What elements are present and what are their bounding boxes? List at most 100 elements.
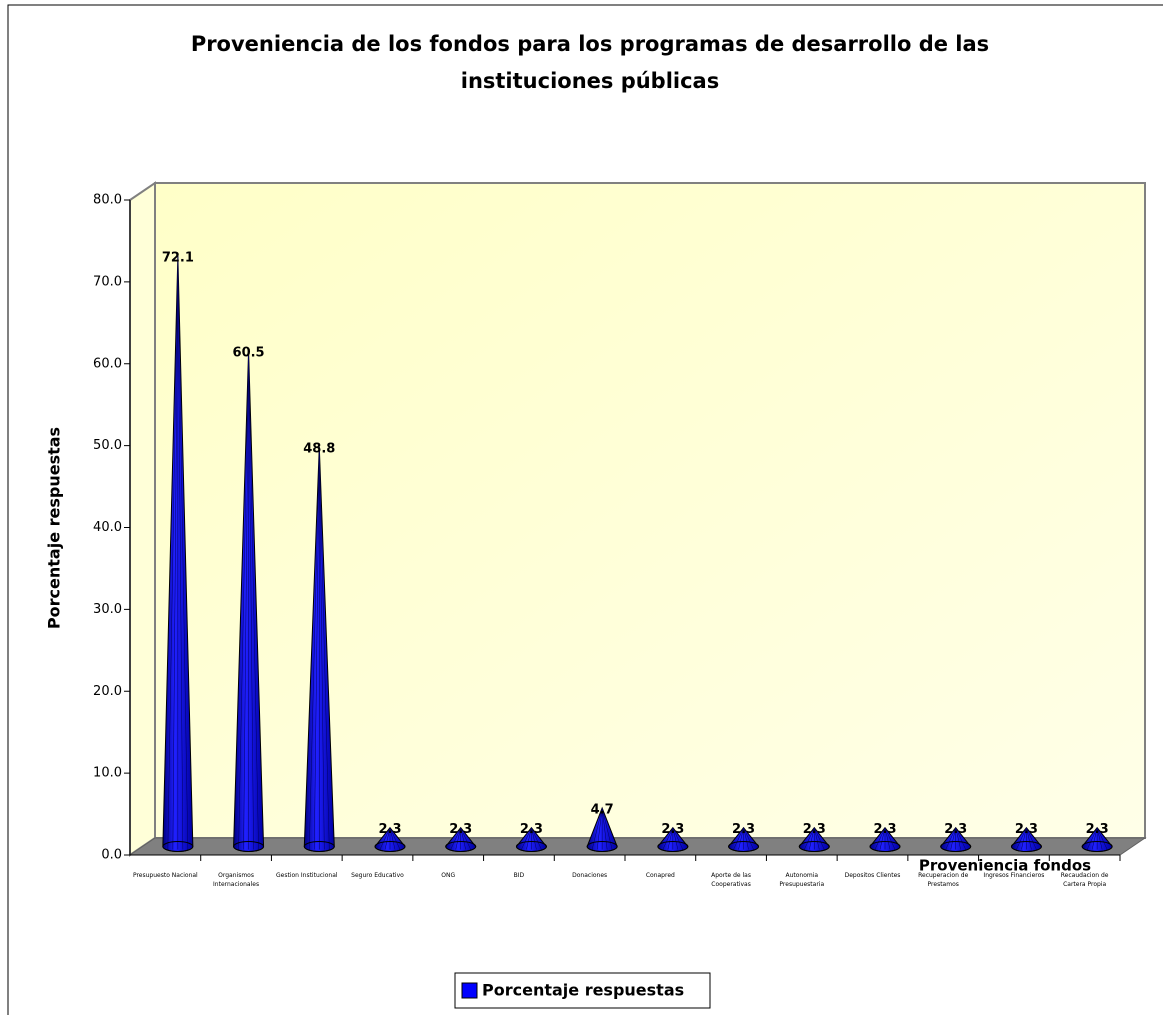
cone-stripe [248,351,254,850]
y-tick-label: 20.0 [93,684,122,699]
x-tick-label: Donaciones [572,872,608,879]
y-axis-label: Porcentaje respuestas [45,427,64,629]
cone-stripe [950,827,956,850]
cone-stripe [743,827,749,850]
data-label: 2.3 [803,822,826,837]
data-label: 2.3 [449,822,472,837]
cone-stripe [238,351,249,850]
cone-stripe [177,256,184,850]
cone-base [657,841,689,852]
cone-base [798,841,830,852]
y-tick-label: 50.0 [93,438,122,453]
cone-base [1081,841,1113,852]
cone-stripe [743,827,754,850]
cone-stripe [531,827,537,850]
x-axis-label: Proveniencia fondos [919,857,1091,875]
cone-stripe [531,827,542,850]
cone-stripe [804,827,815,850]
x-tick-label: Depositos Clientes [844,872,901,879]
data-label: 2.3 [732,822,755,837]
cone-stripe [526,827,532,850]
cone-stripe [460,827,471,850]
cone-stripe [662,827,674,850]
x-tick-label: Seguro Educativo [351,872,404,879]
cone-stripe [314,446,320,850]
cone-stripe [1026,827,1032,850]
y-tick-label: 0.0 [101,848,122,863]
x-tick-label: Recuperacion de Prestamos [918,872,969,888]
cone-stripe [672,827,684,850]
data-label: 2.3 [378,822,401,837]
x-tick-label: Recaudacion de Cartera Propia [1060,872,1109,888]
cone-stripe [379,827,391,850]
data-label: 2.3 [1086,822,1109,837]
cone-stripe [874,827,886,850]
data-label: 72.1 [162,251,194,266]
data-label: 2.3 [944,822,967,837]
data-label: 2.3 [661,822,684,837]
back-wall [154,182,1146,839]
cone-stripe [389,827,401,850]
chart-title: Proveniencia de los fondos para los prog… [191,32,989,56]
cone-stripe [167,256,179,850]
cone-stripe [319,446,330,850]
cone-stripe [384,827,391,850]
cone-stripe [738,827,744,850]
cone-stripe [884,827,896,850]
cone-base [162,841,194,852]
cone-base [1010,841,1042,852]
cone-stripe [1096,827,1108,850]
x-tick-label: Organismos Internacionales [213,872,260,888]
x-tick-label: BID [513,872,525,879]
legend-label: Porcentaje respuestas [482,981,684,1000]
x-tick-label: Aporte de las Cooperativas [711,872,751,888]
y-tick-label: 40.0 [93,520,122,535]
cone-stripe [814,827,820,850]
cone-stripe [596,807,603,850]
y-tick-label: 70.0 [93,274,122,289]
cone-stripe [455,827,461,850]
cone-stripe [389,827,396,850]
cone-stripe [667,827,674,850]
cone-base [515,841,547,852]
cone-stripe [521,827,532,850]
cone-stripe [1096,827,1103,850]
data-label: 2.3 [873,822,896,837]
data-label: 60.5 [233,346,265,361]
legend-swatch [461,982,478,999]
data-label: 48.8 [303,441,335,456]
cone-stripe [814,827,825,850]
y-tick-label: 10.0 [93,766,122,781]
cone-stripe [1086,827,1098,850]
data-label: 4.7 [591,803,614,818]
cone-stripe [884,827,891,850]
x-tick-label: ONG [441,872,456,879]
frame [7,4,1163,1015]
cone-stripe [879,827,886,850]
cone-stripe [945,827,956,850]
cone-stripe [243,351,249,850]
floor [128,837,1147,856]
cone-stripe [809,827,815,850]
cone-base [728,841,760,852]
x-tick-label: Autonomia Presupuestaria [779,872,825,888]
y-tick-label: 30.0 [93,602,122,617]
cone-base [940,841,972,852]
x-tick-label: Gestion Institucional [276,872,338,879]
side-wall [129,181,156,857]
cone-base [374,841,406,852]
cone-stripe [1091,827,1098,850]
data-label: 2.3 [1015,822,1038,837]
cone-stripe [177,256,189,850]
cone-stripe [309,446,320,850]
cone-stripe [172,256,179,850]
y-tick-label: 60.0 [93,356,122,371]
cone-base [445,841,477,852]
legend-box [454,972,711,1009]
chart-title: instituciones públicas [461,69,719,93]
cone-stripe [955,827,966,850]
cone-stripe [319,446,325,850]
cone-base [586,841,618,852]
